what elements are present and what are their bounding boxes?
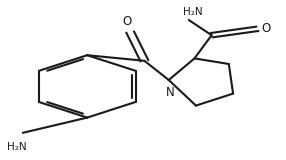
Text: O: O <box>123 15 132 28</box>
Text: H₂N: H₂N <box>7 142 27 152</box>
Text: N: N <box>166 86 174 99</box>
Text: O: O <box>262 21 271 35</box>
Text: H₂N: H₂N <box>183 7 203 17</box>
